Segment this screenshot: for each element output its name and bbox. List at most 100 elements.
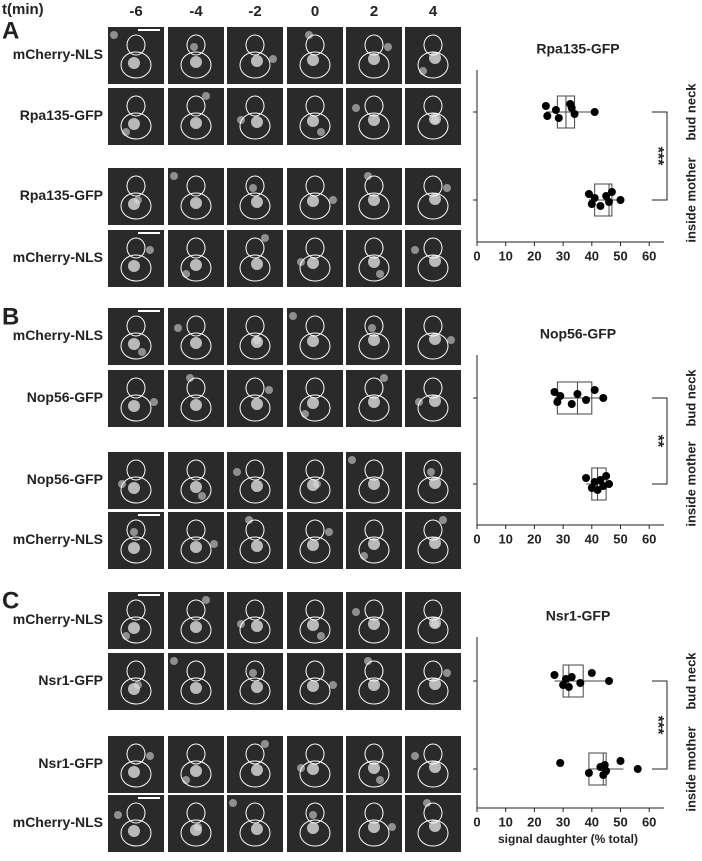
- bud-outline: [245, 237, 265, 259]
- fluorescent-spot: [317, 128, 325, 136]
- bud-outline: [364, 802, 384, 824]
- fluorescent-spot: [202, 596, 210, 604]
- mother-outline: [358, 760, 390, 788]
- fluorescent-spot: [325, 528, 333, 536]
- mother-outline: [120, 677, 152, 705]
- nucleus-signal: [128, 825, 140, 837]
- row-label: Nop56-GFP: [27, 471, 103, 487]
- fluorescent-spot: [364, 172, 372, 180]
- mother-outline: [299, 332, 331, 360]
- mother-outline: [239, 760, 271, 788]
- mother-outline: [299, 394, 331, 422]
- mother-outline: [239, 819, 271, 847]
- nucleus-signal: [429, 761, 441, 773]
- x-tick-label: 20: [527, 248, 541, 263]
- fluorescent-spot: [388, 823, 396, 831]
- nucleus-signal: [368, 679, 380, 691]
- x-tick-label: 30: [556, 814, 570, 829]
- x-tick-label: 30: [556, 531, 570, 546]
- x-tick-label: 20: [527, 531, 541, 546]
- data-point: [556, 759, 565, 767]
- fluorescent-spot: [138, 348, 146, 356]
- mother-outline: [180, 254, 212, 282]
- fluorescent-spot: [249, 184, 257, 192]
- time-point: 2: [370, 3, 378, 20]
- data-point: [582, 396, 591, 404]
- data-point: [605, 480, 614, 488]
- time-point: -6: [129, 3, 142, 20]
- mother-outline: [358, 394, 390, 422]
- mother-outline: [120, 254, 152, 282]
- bud-outline: [364, 34, 384, 56]
- nucleus-signal: [307, 195, 319, 207]
- nucleus-signal: [128, 766, 140, 778]
- fluorescent-spot: [309, 811, 317, 819]
- mother-outline: [299, 819, 331, 847]
- mother-outline: [120, 476, 152, 504]
- data-point: [587, 200, 596, 208]
- mother-outline: [180, 616, 212, 644]
- bud-outline: [245, 660, 265, 682]
- fluorescent-spot: [305, 31, 313, 39]
- mother-outline: [358, 332, 390, 360]
- data-point: [551, 106, 560, 114]
- bud-outline: [305, 599, 325, 621]
- nucleus-signal: [251, 620, 263, 632]
- fluorescent-spot: [261, 740, 269, 748]
- bud-outline: [423, 377, 443, 399]
- mother-outline: [299, 760, 331, 788]
- fluorescent-spot: [329, 681, 337, 689]
- plot-title: Nsr1-GFP: [546, 608, 611, 624]
- data-point: [554, 114, 563, 122]
- nucleus-signal: [190, 682, 202, 694]
- fluorescent-spot: [265, 386, 273, 394]
- nucleus-signal: [429, 255, 441, 267]
- data-point: [550, 388, 559, 396]
- x-tick-label: 40: [585, 531, 599, 546]
- plot-title: Rpa135-GFP: [536, 41, 619, 57]
- data-point: [616, 196, 625, 204]
- time-label: t(min): [2, 1, 44, 18]
- mother-outline: [417, 254, 449, 282]
- data-point: [633, 765, 642, 773]
- nucleus-signal: [368, 114, 380, 126]
- time-point: -2: [248, 3, 261, 20]
- nucleus-signal: [128, 260, 140, 272]
- nucleus-signal: [190, 259, 202, 271]
- bud-outline: [245, 459, 265, 481]
- mother-outline: [299, 476, 331, 504]
- nucleus-signal: [190, 399, 202, 411]
- bud-outline: [186, 519, 206, 541]
- fluorescent-spot: [210, 540, 218, 548]
- mother-outline: [180, 192, 212, 220]
- nucleus-signal: [368, 396, 380, 408]
- mother-outline: [239, 677, 271, 705]
- nucleus-signal: [307, 335, 319, 347]
- nucleus-signal: [307, 479, 319, 491]
- fluorescent-spot: [150, 398, 158, 406]
- nucleus-signal: [190, 765, 202, 777]
- nucleus-signal: [307, 397, 319, 409]
- fluorescent-spot: [411, 246, 419, 254]
- bud-outline: [186, 802, 206, 824]
- nucleus-signal: [307, 619, 319, 631]
- fluorescent-spot: [174, 324, 182, 332]
- bud-outline: [305, 660, 325, 682]
- bud-outline: [126, 34, 146, 56]
- data-point: [553, 398, 562, 406]
- fluorescent-spot: [114, 811, 122, 819]
- fluorescent-spot: [202, 92, 210, 100]
- bud-outline: [186, 377, 206, 399]
- bud-outline: [186, 237, 206, 259]
- fluorescent-spot: [352, 104, 360, 112]
- bud-outline: [423, 519, 443, 541]
- x-tick-label: 60: [642, 248, 656, 263]
- fluorescent-spot: [368, 324, 376, 332]
- mother-outline: [417, 536, 449, 564]
- data-point: [567, 673, 576, 681]
- fluorescent-spot: [317, 632, 325, 640]
- panel-letter: A: [2, 17, 19, 44]
- nucleus-signal: [307, 539, 319, 551]
- bud-outline: [364, 519, 384, 541]
- data-point: [541, 102, 550, 110]
